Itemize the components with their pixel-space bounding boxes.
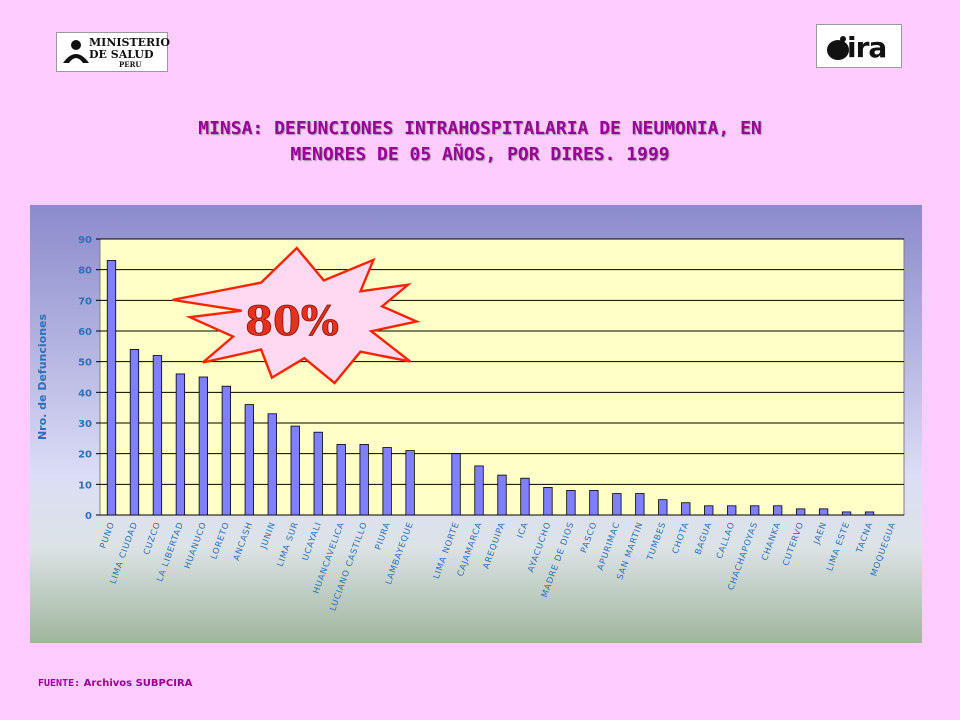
bar [635, 493, 645, 516]
burst-shape [172, 246, 421, 385]
bar [451, 453, 461, 516]
ira-child-icon [827, 36, 849, 60]
bar [795, 508, 806, 516]
bar [497, 474, 507, 516]
y-tick-label: 20 [78, 450, 92, 461]
burst-label: 80% [245, 298, 339, 345]
x-tick-label: PASCO [579, 521, 599, 555]
x-tick-label: CUZCO [142, 521, 163, 557]
bar [221, 385, 231, 516]
y-tick-label: 70 [78, 296, 92, 307]
bar [474, 465, 484, 516]
bar [612, 493, 622, 516]
x-tick-label: APURIMAC [596, 521, 623, 572]
x-tick-label: CHANKA [760, 521, 783, 563]
bar [267, 413, 277, 516]
bar [382, 447, 392, 516]
bar [336, 444, 346, 516]
bar [106, 260, 117, 516]
bar [658, 499, 668, 516]
x-tick-label: HUANUCO [183, 521, 209, 571]
x-tick-label: MOQUEGUA [869, 521, 898, 578]
y-tick-label: 60 [78, 327, 92, 338]
ira-logo: ira [816, 24, 902, 68]
x-tick-label: LIMA ESTE [825, 521, 852, 573]
x-tick-label: JAEN [812, 521, 830, 547]
bar [773, 505, 783, 516]
bar [566, 490, 576, 516]
page-title-line1: MINSA: DEFUNCIONES INTRAHOSPITALARIA DE … [198, 118, 762, 139]
x-tick-label: BAGUA [693, 521, 714, 556]
x-tick-label: ICA [516, 521, 531, 540]
x-tick-label: TACNA [855, 521, 876, 556]
bar [818, 508, 829, 516]
bar [727, 505, 737, 516]
plot-area [99, 238, 905, 516]
x-tick-label: LORETO [209, 521, 232, 561]
bar [589, 490, 599, 516]
chart-panel: 0 10 20 30 40 50 60 70 80 90 Nro. de Defunciones PU… [30, 205, 922, 643]
x-tick-label: CALLAO [715, 521, 738, 561]
x-tick-label: PUNO [98, 521, 117, 550]
page-title: MINSA: DEFUNCIONES INTRAHOSPITALARIA DE … [60, 116, 900, 168]
bar-chart: 0 10 20 30 40 50 60 70 80 90 Nro. de Defunciones PU… [36, 235, 905, 612]
y-axis-label: Nro. de Defunciones [36, 314, 49, 441]
bar [864, 511, 875, 516]
bar [681, 502, 691, 516]
minsa-logo-line3: PERU [119, 60, 142, 69]
bar [129, 348, 140, 516]
bar [543, 486, 553, 516]
x-tick-label: AYACUCHO [526, 521, 554, 574]
bar [244, 404, 254, 516]
bar [152, 355, 163, 516]
bar [359, 444, 369, 516]
minsa-logo-line1: MINISTERIO [89, 36, 170, 49]
y-tick-label: 10 [78, 480, 92, 491]
minsa-emblem-icon [63, 40, 89, 63]
y-tick-label: 50 [78, 358, 92, 369]
source-text: Archivos SUBPCIRA [83, 678, 193, 689]
bar [520, 477, 530, 516]
y-tick-label: 30 [78, 419, 92, 430]
x-tick-label: PIURA [374, 521, 393, 552]
minsa-logo-line2: DE SALUD [89, 48, 154, 61]
bar [750, 505, 760, 516]
x-tick-label: JUNIN [259, 521, 278, 552]
x-tick-label: UCAYALI [301, 521, 324, 562]
y-tick-label: 90 [78, 235, 92, 246]
x-tick-label: CAJAMARCA [456, 521, 485, 578]
bar [704, 505, 714, 516]
page-title-line2: MENORES DE 05 AÑOS, POR DIRES. 1999 [290, 144, 670, 165]
x-tick-label: TUMBES [645, 521, 668, 563]
x-tick-label: CHOTA [671, 521, 692, 556]
y-tick-label: 0 [85, 511, 92, 522]
bar [405, 450, 415, 516]
ira-logo-text: ira [847, 31, 887, 64]
bar [841, 511, 852, 516]
x-tick-label: AREQUIPA [482, 521, 508, 571]
x-tick-label: ANCASH [232, 521, 255, 562]
bar [198, 376, 209, 516]
y-tick-label: 40 [78, 388, 92, 399]
minsa-logo: MINISTERIO DE SALUD PERU [56, 32, 170, 72]
source-note: FUENTE: Archivos SUBPCIRA [38, 678, 192, 689]
bar [290, 425, 300, 516]
bar [313, 431, 323, 516]
y-tick-label: 80 [78, 266, 92, 277]
x-tick-label: CUTERVO [781, 521, 806, 568]
bar [175, 373, 186, 516]
x-tick-label: LIMA SUR [276, 521, 301, 569]
source-label: FUENTE: [38, 678, 81, 689]
